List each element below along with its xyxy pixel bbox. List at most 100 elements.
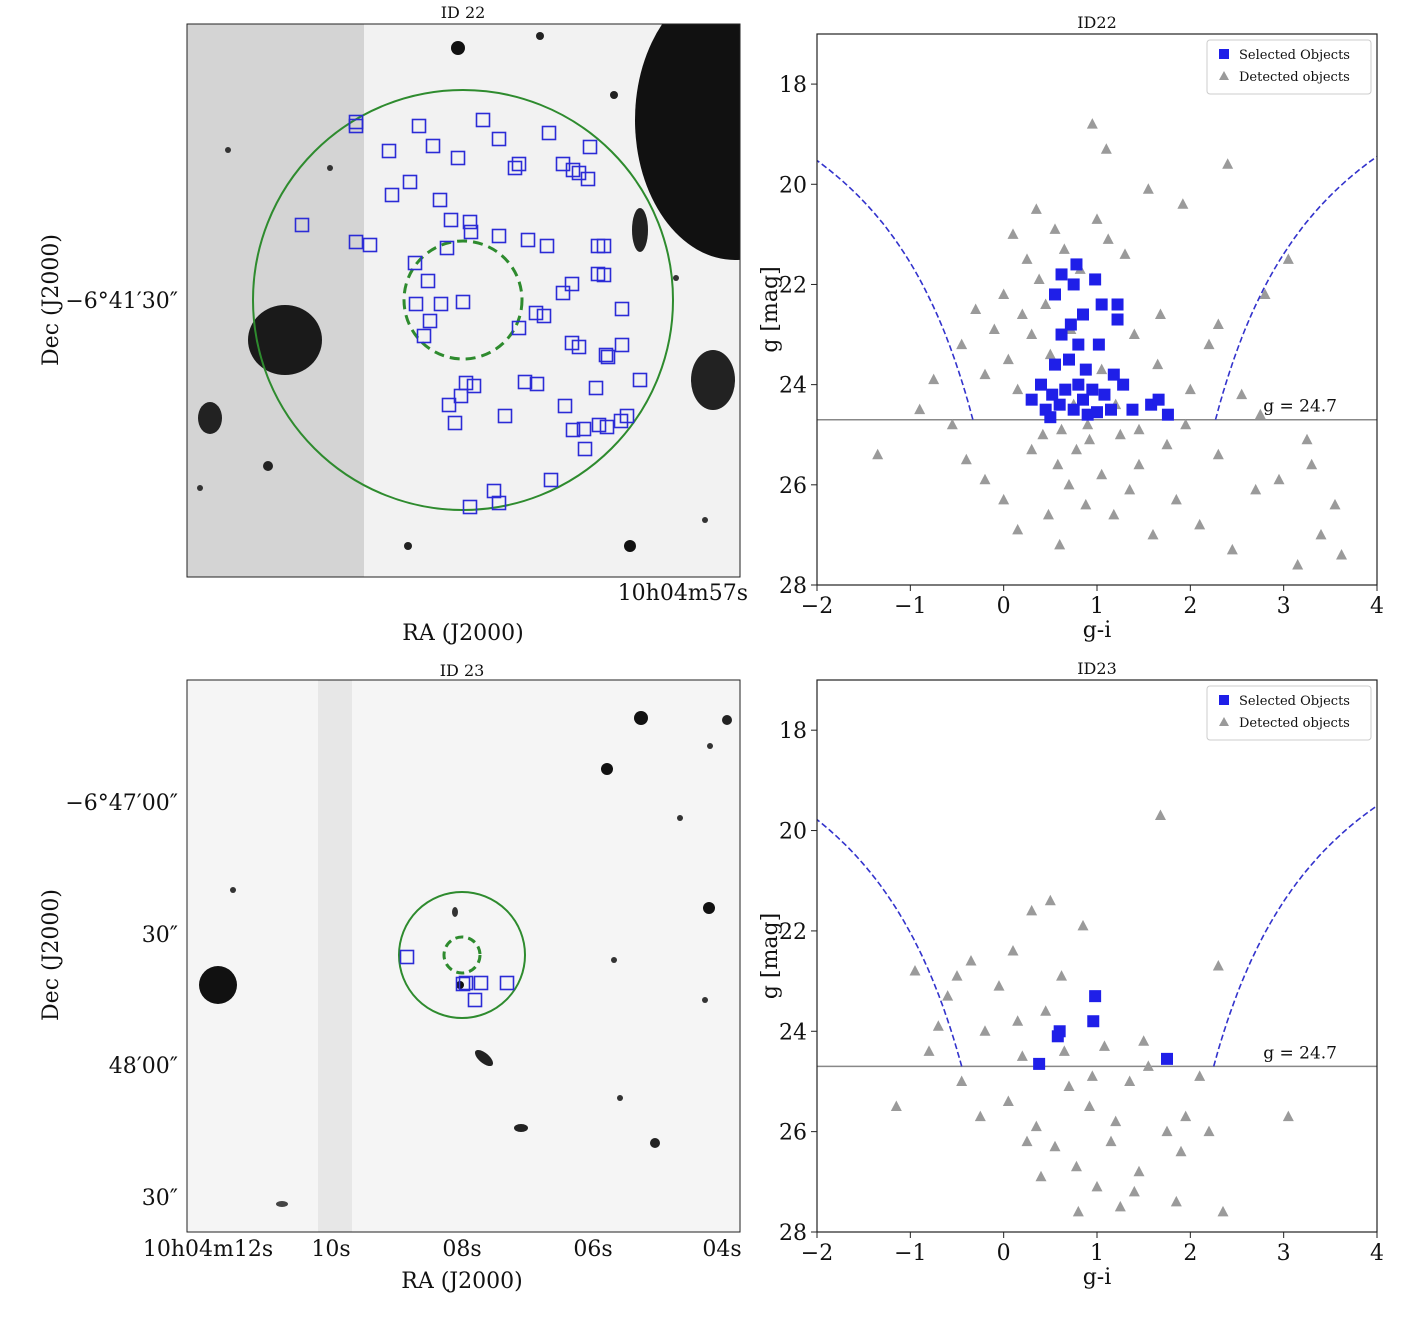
x-tick-label: 3	[1277, 594, 1291, 619]
selected-object-box	[408, 296, 424, 312]
star	[197, 485, 203, 491]
detected-object-point	[1133, 423, 1145, 435]
selected-object-box	[462, 214, 478, 230]
selected-object-point	[1055, 268, 1068, 281]
selected-object-box	[462, 499, 478, 515]
selected-object-box	[407, 255, 423, 271]
selected-object-point	[1098, 388, 1111, 401]
detected-object-point	[1058, 1045, 1070, 1056]
bright-galaxy	[248, 305, 322, 375]
selected-object-box	[614, 301, 630, 317]
detected-object-point	[1042, 508, 1054, 520]
image-x-tick-label: 10h04m57s	[618, 581, 748, 606]
selected-object-point	[1053, 398, 1066, 411]
image-title: ID 23	[440, 661, 485, 680]
detected-object-point	[1086, 1070, 1098, 1081]
detected-object-point	[1007, 228, 1019, 239]
selected-object-box	[632, 372, 648, 388]
selection-curve-left	[817, 818, 963, 1067]
selected-object-box	[433, 296, 449, 312]
selected-object-box	[420, 273, 436, 289]
y-tick-label: 28	[779, 574, 807, 599]
detected-object-point	[1063, 1080, 1075, 1091]
detected-object-point	[1033, 273, 1045, 284]
detected-object-point	[946, 418, 958, 430]
detected-object-point	[1152, 358, 1164, 370]
detected-object-point	[1002, 353, 1014, 365]
detected-object-point	[993, 980, 1005, 991]
selected-object-box	[517, 374, 533, 390]
detected-object-point	[1336, 548, 1348, 560]
detected-object-point	[1012, 383, 1024, 395]
legend-selected-label: Selected Objects	[1239, 48, 1350, 63]
x-tick-label: 4	[1370, 1241, 1384, 1266]
detected-object-point	[1058, 243, 1070, 254]
selected-object-box	[466, 378, 482, 394]
selected-object-point	[1107, 368, 1120, 381]
plot-title: ID23	[1077, 659, 1117, 678]
selected-object-box	[294, 217, 310, 233]
image-y-tick-label: 30″	[142, 1186, 178, 1211]
selected-object-box	[582, 139, 598, 155]
detected-object-point	[965, 955, 977, 966]
detected-object-point	[1273, 473, 1285, 485]
legend: Selected Objects Detected objects	[1206, 685, 1372, 741]
legend-box	[1206, 39, 1372, 95]
selected-object-point	[1089, 273, 1102, 286]
detected-object-point	[1037, 428, 1049, 440]
detected-object-point	[1096, 363, 1108, 375]
detected-object-point	[1021, 1135, 1033, 1147]
star	[702, 517, 708, 523]
legend-box	[1206, 685, 1372, 741]
selected-object-box	[458, 975, 474, 991]
detected-object-point	[1026, 443, 1038, 455]
selected-object-point	[1079, 363, 1092, 376]
selected-object-box	[399, 949, 415, 965]
x-tick-label: 2	[1183, 1241, 1197, 1266]
image-xlabel: RA (J2000)	[401, 1269, 522, 1294]
detected-object-point	[1044, 894, 1056, 906]
x-axis-label: g-i	[1083, 1265, 1112, 1290]
y-tick-label: 28	[779, 1221, 807, 1246]
image-sources	[199, 711, 732, 1207]
selected-object-point	[1072, 378, 1085, 391]
selected-object-box	[600, 349, 616, 365]
star	[634, 711, 648, 725]
selected-object-point	[1111, 313, 1124, 326]
magnitude-cut-label: g = 24.7	[1263, 397, 1337, 417]
legend-detected-label: Detected objects	[1239, 70, 1350, 85]
detected-object-point	[1254, 408, 1266, 420]
star	[703, 902, 715, 914]
selected-object-point	[1055, 328, 1068, 341]
selected-object-box	[599, 419, 615, 435]
selected-object-point	[1161, 1052, 1173, 1065]
detected-object-point	[1096, 468, 1108, 480]
selected-object-point	[1067, 403, 1080, 416]
detected-object-point	[1222, 158, 1234, 169]
detected-object-point	[1056, 970, 1068, 981]
y-tick-label: 22	[779, 273, 807, 298]
selected-object-box	[381, 143, 397, 159]
selected-object-box	[507, 160, 523, 176]
star	[404, 542, 412, 550]
detected-object-point	[1212, 318, 1224, 330]
detected-object-point	[1203, 338, 1215, 350]
selection-curve-right	[1212, 804, 1377, 1067]
selected-object-point	[1072, 338, 1085, 351]
selected-object-box	[576, 421, 592, 437]
detected-object-point	[928, 373, 940, 385]
detected-object-point	[1236, 388, 1248, 400]
selected-object-box	[441, 397, 457, 413]
galaxy	[474, 1049, 494, 1067]
selected-object-box	[588, 380, 604, 396]
detected-object-point	[1203, 1125, 1215, 1137]
selected-object-box	[491, 495, 507, 511]
detected-object-point	[1026, 328, 1038, 340]
detected-object-point	[1100, 143, 1112, 154]
detected-object-point	[1012, 1015, 1024, 1026]
detected-object-point	[979, 1025, 991, 1036]
detected-object-point	[1282, 1110, 1294, 1122]
image-frame	[186, 23, 741, 578]
detected-object-point	[1052, 458, 1064, 470]
selected-object-box	[541, 125, 557, 141]
